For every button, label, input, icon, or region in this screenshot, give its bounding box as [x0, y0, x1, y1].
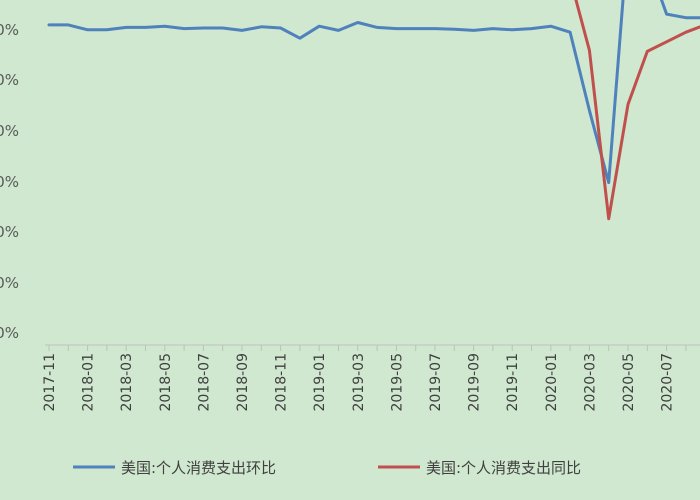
x-axis: 2017-11 2018-01 2018-03 2018-05 2018-07 2018-… [42, 344, 700, 412]
y-tick-label: 0% [0, 173, 19, 191]
x-tick-label: 2020-01 [544, 353, 560, 412]
y-tick-label: 0% [0, 324, 19, 342]
series-mom-line [47, 0, 700, 185]
x-tick-label: 2018-01 [81, 353, 97, 412]
x-tick-label: 2020-03 [582, 353, 598, 412]
y-tick-label: 0% [0, 21, 19, 39]
y-axis-ticks: 0% 0% 0% 0% 0% 0% 0% [0, 21, 19, 342]
x-tick-label: 2018-09 [235, 353, 251, 412]
legend-label: 美国:个人消费支出同比 [426, 459, 581, 477]
x-tick-label: 2019-03 [351, 353, 367, 412]
x-tick-label: 2018-05 [158, 353, 174, 412]
y-tick-label: 0% [0, 122, 19, 140]
x-tick-label: 2018-11 [274, 353, 290, 412]
legend: 美国:个人消费支出环比 美国:个人消费支出同比 [73, 459, 581, 477]
x-tick-label: 2019-11 [505, 353, 521, 412]
x-tick-label: 2019-09 [467, 353, 483, 412]
x-tick-label: 2020-05 [621, 353, 637, 412]
series-yoy-line [574, 0, 700, 221]
legend-label: 美国:个人消费支出环比 [121, 459, 276, 477]
x-tick-label: 2019-07 [428, 353, 444, 412]
x-tick-label: 2019-01 [312, 353, 328, 412]
x-tick-label: 2019-05 [389, 353, 405, 412]
x-tick-label: 2018-07 [196, 353, 212, 412]
y-tick-label: 0% [0, 274, 19, 292]
y-tick-label: 0% [0, 223, 19, 241]
x-tick-label: 2017-11 [42, 353, 58, 412]
x-tick-label: 2018-03 [119, 353, 135, 412]
x-tick-label: 2020-07 [660, 353, 676, 412]
y-tick-label: 0% [0, 71, 19, 89]
series-layer [47, 0, 700, 221]
